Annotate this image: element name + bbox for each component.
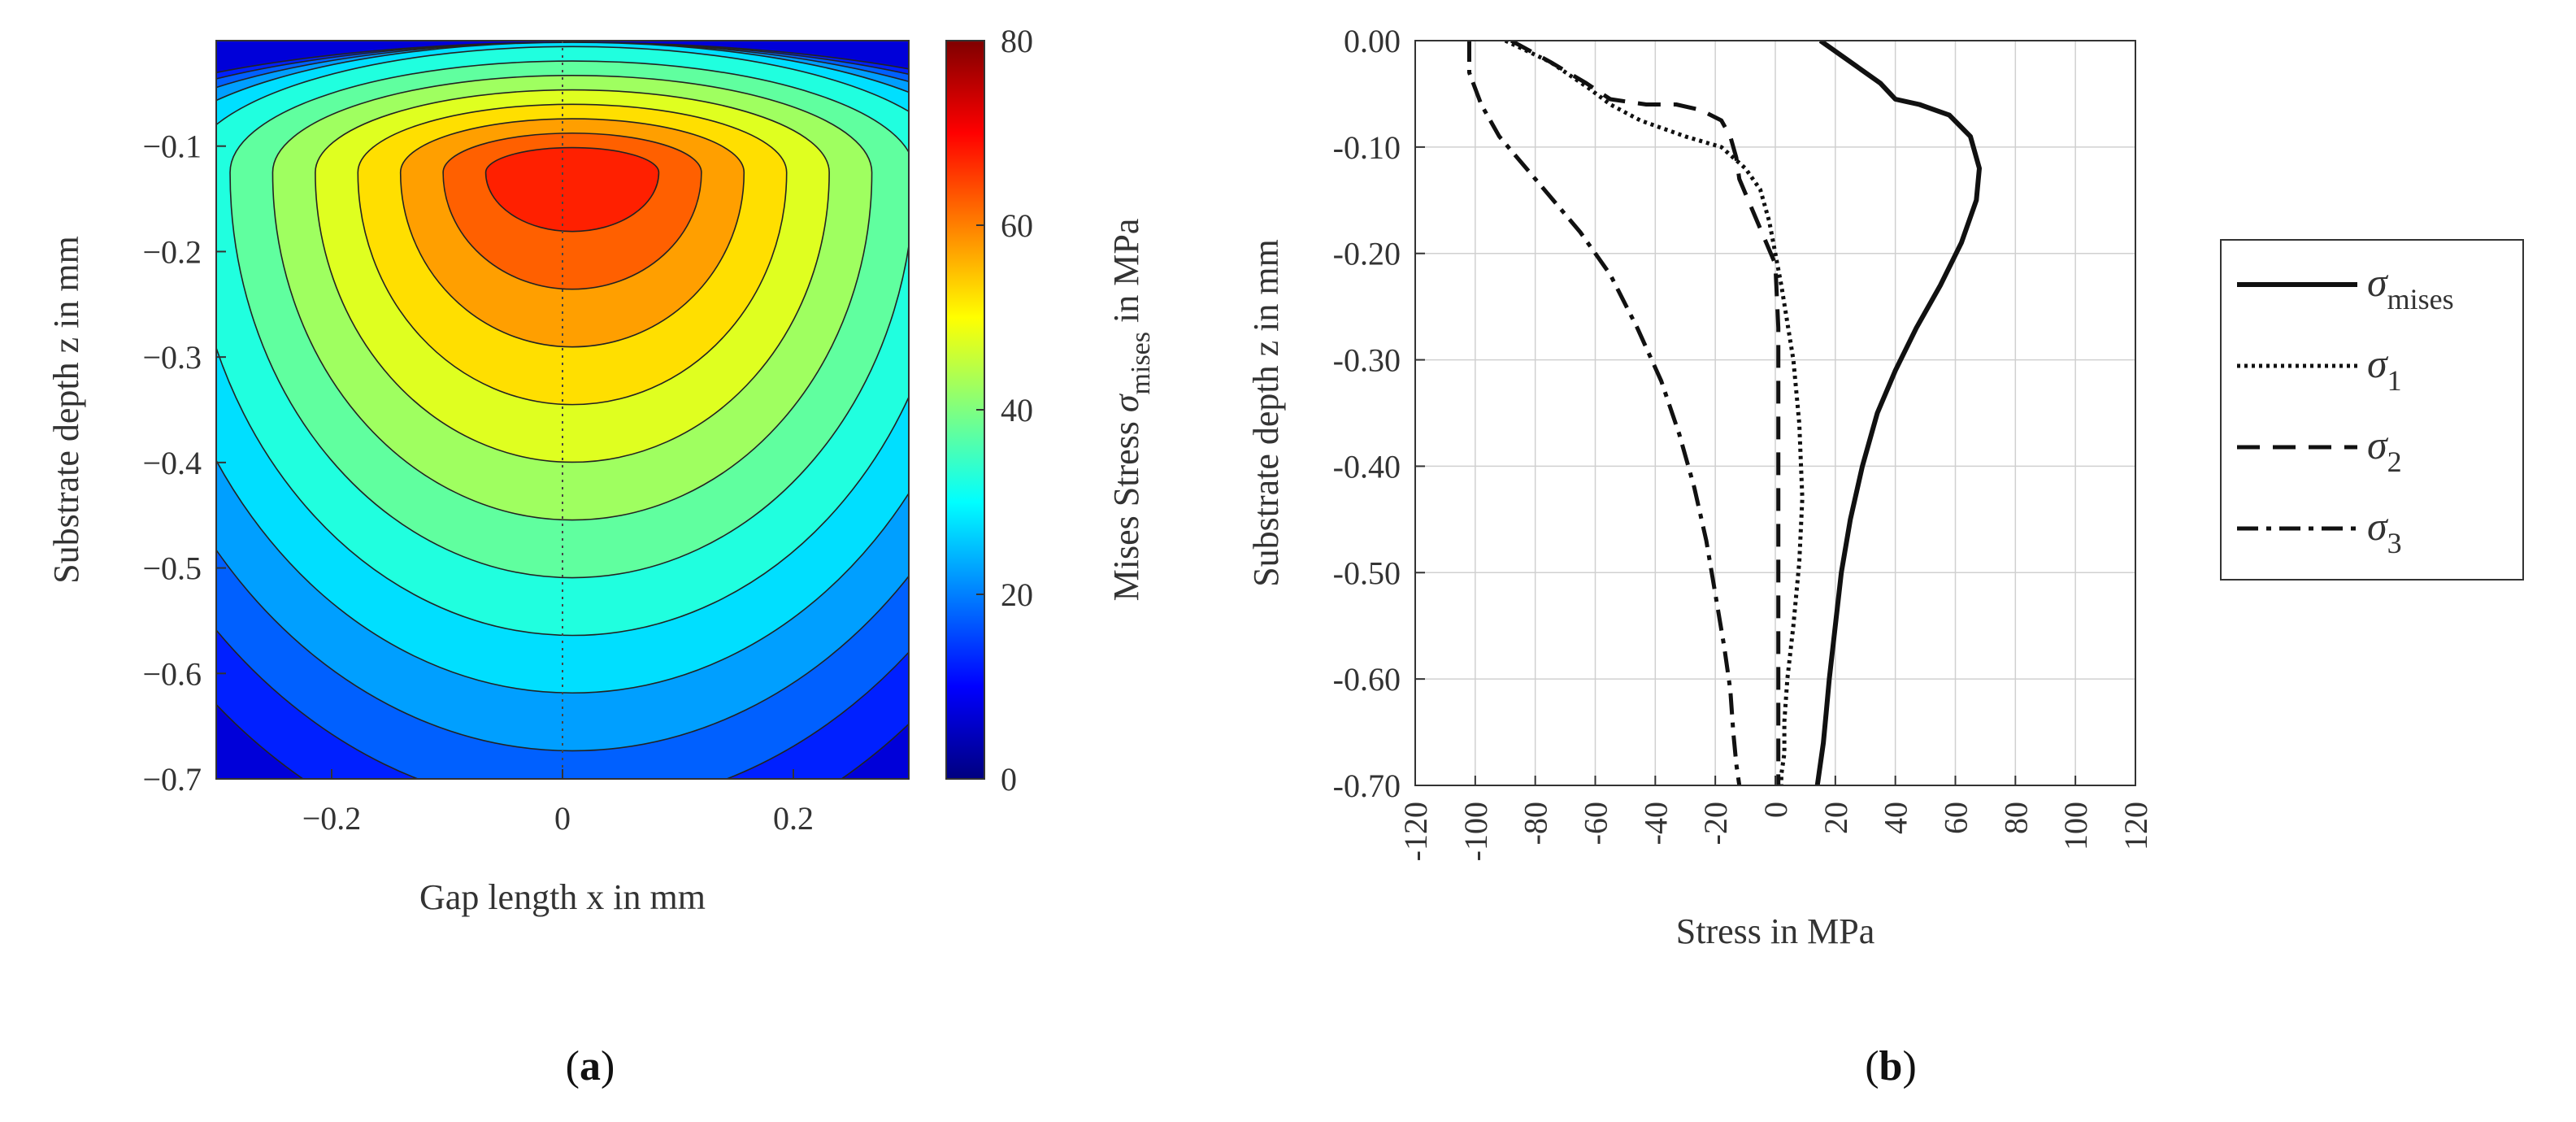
y-tick-label: -0.60 xyxy=(1333,661,1401,698)
panel-a-y-ticks: −0.1 −0.2 −0.3 −0.4 −0.5 −0.6 −0.7 xyxy=(142,128,226,798)
panel-a-label: (a) xyxy=(566,1043,615,1089)
panel-b-x-ticks: -120 -100 -80 -60 -40 -20 0 20 40 60 80 100 120 xyxy=(1397,776,2154,861)
y-tick-label: -0.70 xyxy=(1333,768,1401,804)
panel-b-grid xyxy=(1414,40,2136,786)
contour-band xyxy=(484,146,660,233)
panel-a-y-axis-label: Substrate depth z in mm xyxy=(46,236,86,584)
colorbar-tick-label: 40 xyxy=(1001,392,1033,428)
colorbar-tick-label: 80 xyxy=(1001,23,1033,59)
y-tick-label: −0.7 xyxy=(142,761,202,798)
x-tick-label: 40 xyxy=(1878,802,1914,834)
y-tick-label: −0.1 xyxy=(142,128,202,165)
panel-a-x-axis-label: Gap length x in mm xyxy=(419,877,706,917)
panel-b-y-ticks: 0.00 -0.10 -0.20 -0.30 -0.40 -0.50 -0.60 -0.70 xyxy=(1333,23,1425,804)
legend-label-3: σ3 xyxy=(2367,503,2402,559)
x-tick-label: 20 xyxy=(1818,802,1854,834)
x-tick-label: 0 xyxy=(554,800,571,837)
legend[interactable]: σmises σ1 σ2 σ3 xyxy=(2220,239,2524,581)
legend-label-2: σ2 xyxy=(2367,422,2402,478)
panel-a-contour-plot: −0.2 0 0.2 −0.1 −0.2 −0.3 −0.4 −0.5 −0.6 −0.7 Ga… xyxy=(46,23,1156,917)
x-tick-label: -60 xyxy=(1578,802,1614,845)
x-tick-label: 60 xyxy=(1938,802,1974,834)
legend-label-1: σ1 xyxy=(2367,341,2402,397)
legend-label-mises: σmises xyxy=(2367,259,2454,315)
x-tick-label: −0.2 xyxy=(302,800,362,837)
x-tick-label: 0.2 xyxy=(773,800,814,837)
x-tick-label: 80 xyxy=(1997,802,2034,834)
panel-b-label: (b) xyxy=(1865,1043,1917,1089)
x-tick-label: -40 xyxy=(1637,802,1674,845)
legend-box xyxy=(2220,239,2524,581)
y-tick-label: −0.5 xyxy=(142,550,202,587)
panel-b-series xyxy=(1467,41,1982,785)
x-tick-label: 0 xyxy=(1757,802,1794,818)
series-line-2 xyxy=(1510,41,1781,785)
y-tick-label: -0.30 xyxy=(1333,342,1401,379)
y-tick-label: -0.10 xyxy=(1333,129,1401,166)
x-tick-label: -80 xyxy=(1518,802,1554,845)
y-tick-label: −0.2 xyxy=(142,233,202,270)
panel-b-x-axis-label: Stress in MPa xyxy=(1676,911,1874,951)
colorbar-tick-label: 60 xyxy=(1001,207,1033,244)
series-line-1 xyxy=(1504,41,1805,785)
series-line-mises xyxy=(1814,41,1982,785)
y-tick-label: -0.40 xyxy=(1333,448,1401,485)
y-tick-label: -0.50 xyxy=(1333,554,1401,591)
colorbar-tick-label: 20 xyxy=(1001,576,1033,613)
colorbar-tick-label: 0 xyxy=(1001,761,1017,798)
y-tick-label: -0.20 xyxy=(1333,236,1401,272)
x-tick-label: -120 xyxy=(1397,802,1434,861)
panel-a-x-ticks: −0.2 0 0.2 xyxy=(302,769,814,837)
contour-fill-bands xyxy=(216,41,909,779)
series-line-3 xyxy=(1467,41,1742,785)
panel-b-y-axis-label: Substrate depth z in mm xyxy=(1246,239,1286,587)
colorbar-label: Mises Stress σmises in MPa xyxy=(1106,219,1156,602)
panel-b-line-chart: -120 -100 -80 -60 -40 -20 0 20 40 60 80 100 120 0.00… xyxy=(1246,23,2524,951)
x-tick-label: 100 xyxy=(2057,802,2094,850)
y-tick-label: −0.3 xyxy=(142,339,202,376)
y-tick-label: −0.6 xyxy=(142,655,202,692)
colorbar-ticks: 0 20 40 60 80 xyxy=(976,23,1033,798)
x-tick-label: -100 xyxy=(1457,802,1494,861)
y-tick-label: 0.00 xyxy=(1344,23,1401,59)
x-tick-label: 120 xyxy=(2118,802,2154,850)
x-tick-label: -20 xyxy=(1697,802,1734,845)
y-tick-label: −0.4 xyxy=(142,445,202,481)
